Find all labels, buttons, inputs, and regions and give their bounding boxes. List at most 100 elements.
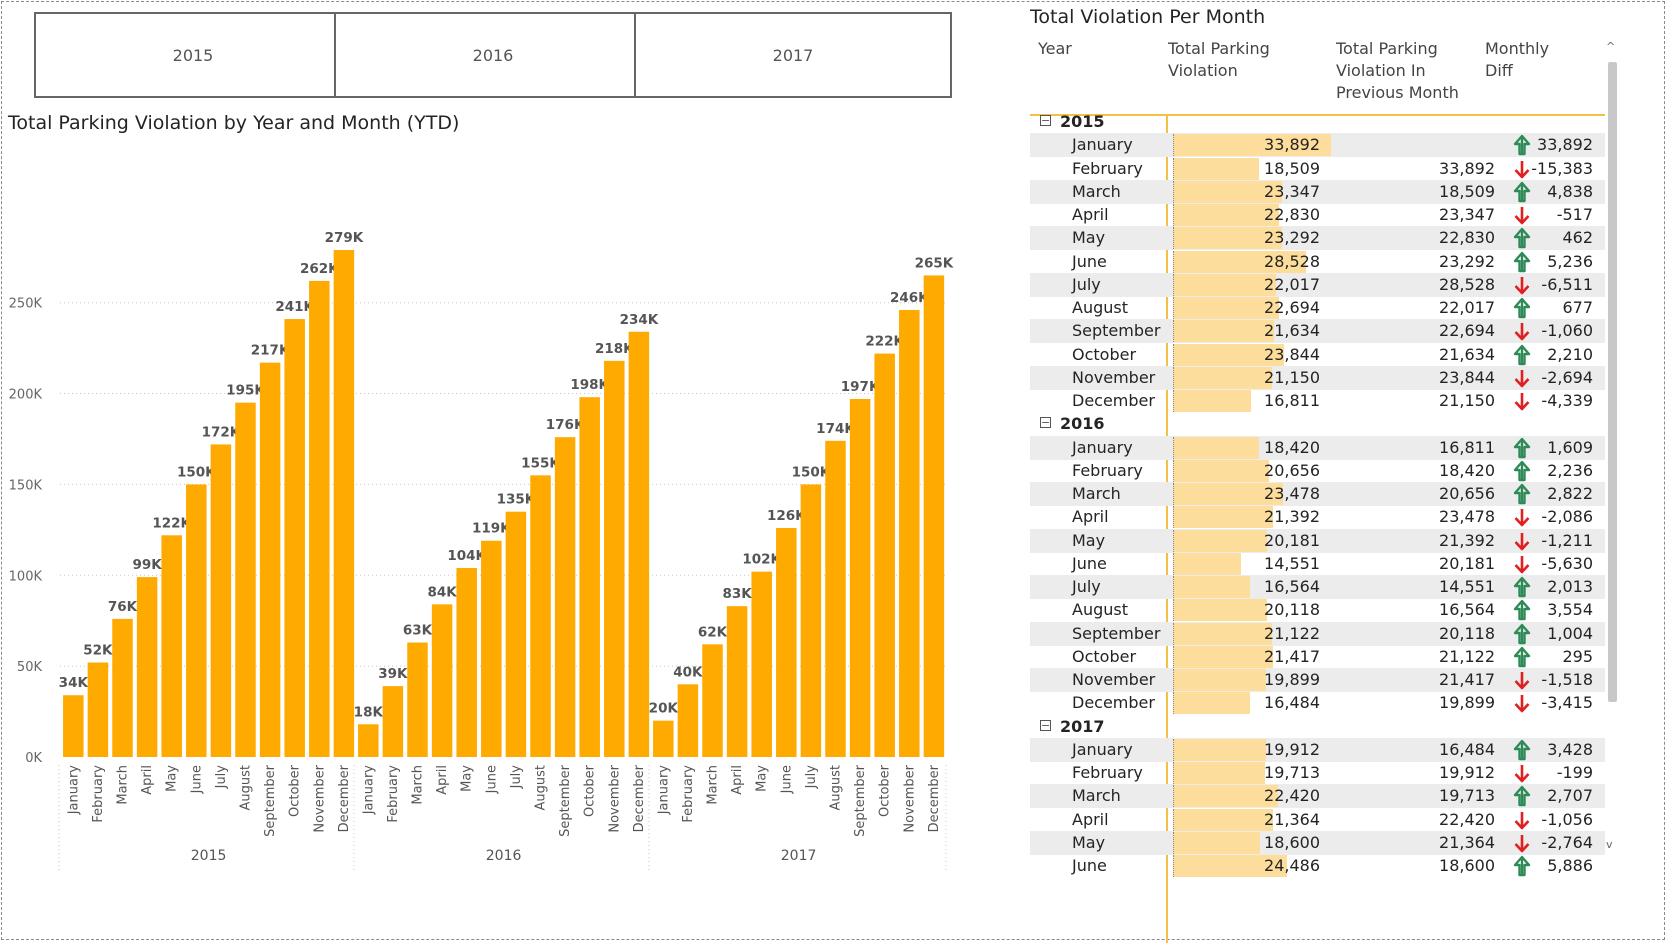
data-bar-axis <box>1173 552 1174 575</box>
bar-2017-june[interactable] <box>776 528 797 757</box>
table-row[interactable]: June 28,528 23,292 5,236 <box>1030 250 1605 274</box>
table-row[interactable]: January 18,420 16,811 1,609 <box>1030 435 1605 460</box>
bar-2017-july[interactable] <box>800 484 822 757</box>
bar-2017-march[interactable] <box>702 644 723 757</box>
bar-2016-september[interactable] <box>554 437 576 757</box>
slicer-tile-2016[interactable]: 2016 <box>334 12 652 98</box>
table-row[interactable]: March 23,347 18,509 4,838 <box>1030 179 1605 204</box>
bar-2015-march[interactable] <box>112 618 133 757</box>
bar-2015-january[interactable] <box>63 695 84 757</box>
col-header-previous[interactable]: Total Parking Violation In Previous Mont… <box>1336 38 1459 104</box>
bar-2017-december[interactable] <box>923 275 945 757</box>
group-year-label: 2016 <box>1060 414 1105 434</box>
table-row[interactable]: May 20,181 21,392 -1,211 <box>1030 528 1605 553</box>
collapse-icon[interactable]: − <box>1040 114 1051 127</box>
table-row[interactable]: February 18,509 33,892 -15,383 <box>1030 157 1605 181</box>
bar-2017-november[interactable] <box>899 309 920 757</box>
table-row[interactable]: January 33,892 33,892 <box>1030 133 1605 158</box>
bar-2017-october[interactable] <box>874 353 895 757</box>
bar-2017-august[interactable] <box>825 440 846 757</box>
scroll-down-icon[interactable]: v <box>1606 838 1613 851</box>
bar-2016-may[interactable] <box>456 568 477 757</box>
table-row[interactable]: February 19,713 19,912 -199 <box>1030 761 1605 785</box>
bar-2015-may[interactable] <box>161 535 182 757</box>
previous-value: 23,347 <box>1439 205 1495 224</box>
month-label: October <box>1072 344 1137 364</box>
table-row[interactable]: March 23,478 20,656 2,822 <box>1030 482 1605 506</box>
data-bar <box>1173 692 1250 715</box>
bar-2016-october[interactable] <box>579 397 600 757</box>
bar-2015-august[interactable] <box>235 402 256 757</box>
col-header-previous-line1: Total Parking <box>1336 39 1438 58</box>
bar-2016-march[interactable] <box>407 642 428 757</box>
table-row[interactable]: January 19,912 16,484 3,428 <box>1030 737 1605 762</box>
table-row[interactable]: October 21,417 21,122 295 <box>1030 645 1605 669</box>
collapse-icon[interactable]: − <box>1040 416 1051 430</box>
slicer-tile-2015[interactable]: 2015 <box>34 12 352 98</box>
table-row[interactable]: July 16,564 14,551 2,013 <box>1030 575 1605 599</box>
bar-2017-february[interactable] <box>677 684 699 757</box>
table-row[interactable]: November 19,899 21,417 -1,518 <box>1030 668 1605 692</box>
bar-2016-february[interactable] <box>382 686 404 757</box>
bar-2015-november[interactable] <box>309 280 330 757</box>
data-bar <box>1173 576 1250 598</box>
bar-2016-july[interactable] <box>505 511 527 757</box>
table-row[interactable]: October 23,844 21,634 2,210 <box>1030 343 1605 367</box>
col-header-year[interactable]: Year <box>1038 38 1072 60</box>
group-row-2017: −2017 <box>1030 715 1605 739</box>
bar-2016-december[interactable] <box>628 331 650 757</box>
col-header-total[interactable]: Total Parking Violation <box>1168 38 1270 82</box>
previous-value: 20,118 <box>1439 623 1495 643</box>
arrow-up-icon <box>1512 437 1532 459</box>
bar-2017-january[interactable] <box>653 720 674 757</box>
col-header-diff[interactable]: Monthly Diff <box>1485 38 1549 82</box>
x-tick-month: June <box>779 765 794 794</box>
bar-2015-september[interactable] <box>259 362 281 757</box>
x-tick-month: September <box>263 764 278 837</box>
table-row[interactable]: March 22,420 19,713 2,707 <box>1030 784 1605 809</box>
slicer-tile-2017[interactable]: 2017 <box>634 12 952 98</box>
month-label: June <box>1072 553 1107 573</box>
bar-2016-june[interactable] <box>481 540 502 757</box>
bar-2016-april[interactable] <box>431 604 453 757</box>
previous-value: 21,392 <box>1439 530 1495 550</box>
scroll-up-icon[interactable]: ^ <box>1606 40 1616 53</box>
total-value: 19,912 <box>1264 739 1320 759</box>
table-row[interactable]: August 20,118 16,564 3,554 <box>1030 598 1605 622</box>
collapse-icon[interactable]: − <box>1040 718 1051 732</box>
table-row[interactable]: July 22,017 28,528 -6,511 <box>1030 272 1605 297</box>
total-value: 23,347 <box>1264 181 1320 201</box>
table-row[interactable]: April 21,392 23,478 -2,086 <box>1030 505 1605 529</box>
bar-2015-december[interactable] <box>333 249 355 757</box>
x-tick-month: September <box>558 764 573 837</box>
table-row[interactable]: December 16,811 21,150 -4,339 <box>1030 389 1605 413</box>
bar-2015-july[interactable] <box>210 444 232 757</box>
data-label: 195K <box>226 383 265 399</box>
table-row[interactable]: May 23,292 22,830 462 <box>1030 226 1605 251</box>
table-row[interactable]: August 22,694 22,017 677 <box>1030 296 1605 320</box>
bar-2017-september[interactable] <box>849 399 871 757</box>
bar-2015-april[interactable] <box>136 577 158 757</box>
bar-2017-april[interactable] <box>726 606 748 757</box>
bar-2015-june[interactable] <box>186 484 207 757</box>
arrow-down-icon <box>1512 367 1532 389</box>
table-row[interactable]: May 18,600 21,364 -2,764 <box>1030 830 1605 855</box>
table-row[interactable]: June 14,551 20,181 -5,630 <box>1030 552 1605 576</box>
bar-2016-november[interactable] <box>604 360 625 757</box>
table-row[interactable]: September 21,122 20,118 1,004 <box>1030 621 1605 646</box>
bar-2017-may[interactable] <box>751 571 772 757</box>
matrix-scroll-thumb[interactable] <box>1608 62 1617 702</box>
bar-2016-august[interactable] <box>530 475 551 757</box>
table-row[interactable]: November 21,150 23,844 -2,694 <box>1030 365 1605 390</box>
table-row[interactable]: April 22,830 23,347 -517 <box>1030 203 1605 227</box>
table-row[interactable]: April 21,364 22,420 -1,056 <box>1030 808 1605 832</box>
diff-value: -2,764 <box>1541 832 1593 852</box>
table-row[interactable]: February 20,656 18,420 2,236 <box>1030 459 1605 483</box>
table-row[interactable]: September 21,634 22,694 -1,060 <box>1030 319 1605 344</box>
bar-2015-february[interactable] <box>87 662 109 757</box>
bar-2016-january[interactable] <box>358 724 379 757</box>
table-row[interactable]: December 16,484 19,899 -3,415 <box>1030 691 1605 715</box>
table-row[interactable]: June 24,486 18,600 5,886 <box>1030 854 1605 878</box>
bar-2015-october[interactable] <box>284 319 305 757</box>
data-bar <box>1173 855 1287 877</box>
